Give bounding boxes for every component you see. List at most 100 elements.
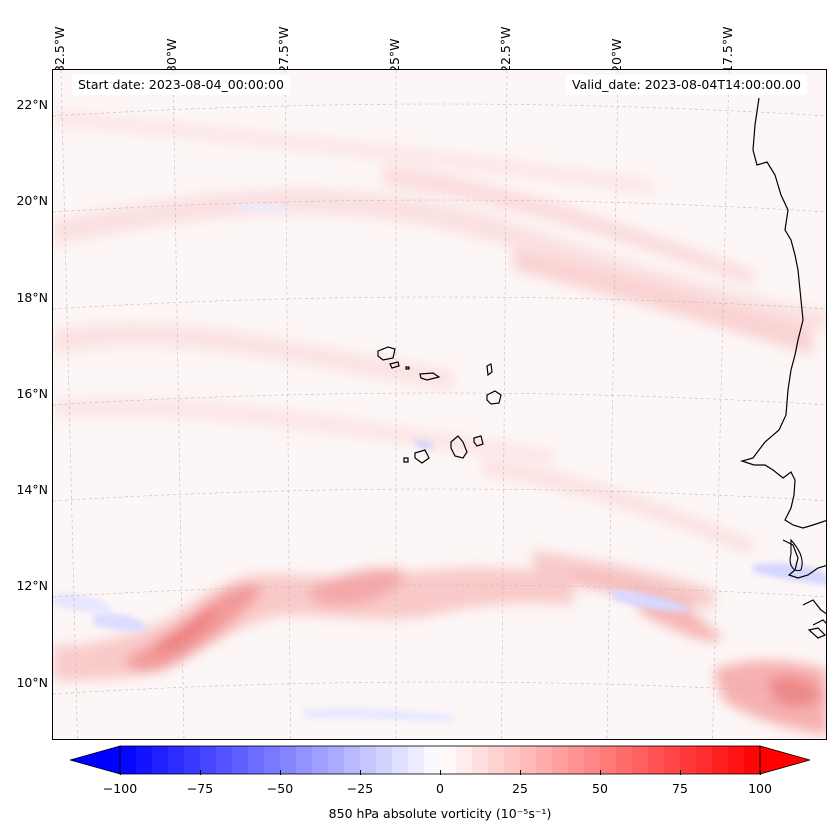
island-sao-vicente (389, 361, 400, 369)
colorbar-segment (568, 746, 585, 774)
colorbar-tick-mark (760, 770, 761, 775)
colorbar-tick-label: 25 (512, 781, 528, 796)
colorbar-segment (712, 746, 729, 774)
coastline-senegal-estuary (789, 538, 803, 572)
colorbar-segment (424, 746, 441, 774)
island-maio (473, 435, 484, 447)
island-sal (486, 363, 493, 377)
colorbar-tick-label: 100 (748, 781, 772, 796)
vorticity-belt-south (53, 550, 826, 735)
lon-tick-label: 20°W (609, 38, 624, 73)
colorbar-tick-mark (280, 770, 281, 775)
island-fogo (414, 449, 430, 464)
island-brava (403, 457, 409, 463)
colorbar-segment (520, 746, 537, 774)
colorbar-segment (408, 746, 425, 774)
colorbar-segment (728, 746, 745, 774)
colorbar-label: 850 hPa absolute vorticity (10⁻⁵s⁻¹) (328, 806, 552, 821)
meridian-line (501, 70, 508, 739)
colorbar-segment (136, 746, 153, 774)
colorbar-segment (376, 746, 393, 774)
lat-tick-label: 10°N (16, 675, 48, 690)
colorbar-tick-label: 75 (672, 781, 688, 796)
colorbar-tick-mark (440, 770, 441, 775)
colorbar-segment (552, 746, 569, 774)
parallel-line (53, 392, 826, 406)
lon-tick-label: 22.5°W (498, 26, 513, 73)
colorbar-segment (152, 746, 169, 774)
colorbar-segment (488, 746, 505, 774)
colorbar-segment (440, 746, 457, 774)
lon-tick-label: 17.5°W (720, 26, 735, 73)
start-date-label: Start date: 2023-08-04_00:00:00 (72, 75, 290, 95)
colorbar-segment (680, 746, 697, 774)
colorbar-segment (456, 746, 473, 774)
colorbar-segment (744, 746, 761, 774)
colorbar-tick-mark (600, 770, 601, 775)
colorbar-segment (600, 746, 617, 774)
colorbar-tick-mark (200, 770, 201, 775)
colorbar-extend-min (68, 745, 121, 775)
colorbar-segment (216, 746, 233, 774)
colorbar-segment (648, 746, 665, 774)
colorbar-segment (696, 746, 713, 774)
colorbar-segment (344, 746, 361, 774)
colorbar-tick-label: 50 (592, 781, 608, 796)
colorbar-segment (584, 746, 601, 774)
colorbar (68, 744, 812, 776)
lon-tick-label: 32.5°W (52, 26, 67, 73)
colorbar-tick-mark (120, 770, 121, 775)
colorbar-segment (264, 746, 281, 774)
lon-tick-label: 25°W (387, 38, 402, 73)
map-panel (52, 69, 827, 740)
colorbar-segment (312, 746, 329, 774)
colorbar-segment (616, 746, 633, 774)
colorbar-segment (664, 746, 681, 774)
meridian-line (712, 70, 730, 739)
colorbar-segment (248, 746, 265, 774)
colorbar-segment (168, 746, 185, 774)
colorbar-svg (68, 745, 812, 775)
meridian-line (284, 70, 291, 739)
lat-tick-label: 22°N (16, 97, 48, 112)
meridian-line (606, 70, 619, 739)
colorbar-segment (328, 746, 345, 774)
lat-tick-label: 14°N (16, 482, 48, 497)
parallel-line (53, 681, 826, 695)
island-sao-nicolau (419, 372, 441, 381)
parallel-line (53, 488, 826, 502)
colorbar-tick-label: −75 (186, 781, 214, 796)
meridian-line (172, 70, 185, 739)
valid-date-label: Valid_date: 2023-08-04T14:00:00.00 (565, 75, 807, 95)
lat-tick-label: 12°N (16, 578, 48, 593)
colorbar-segment (504, 746, 521, 774)
vorticity-map (53, 70, 826, 739)
island-santo-antao (377, 346, 396, 361)
valid-date-text: Valid_date: 2023-08-04T14:00:00.00 (571, 77, 801, 92)
colorbar-tick-label: 0 (436, 781, 444, 796)
island-santa-luzia (405, 366, 410, 370)
parallel-line (53, 584, 826, 598)
colorbar-segment (280, 746, 297, 774)
colorbar-segment (120, 746, 137, 774)
colorbar-tick-mark (360, 770, 361, 775)
lat-tick-label: 16°N (16, 386, 48, 401)
colorbar-tick-label: −25 (346, 781, 374, 796)
lon-tick-label: 30°W (164, 38, 179, 73)
colorbar-segment (536, 746, 553, 774)
island-boa-vista (486, 390, 502, 405)
graticule (53, 70, 826, 739)
colorbar-tick-label: −50 (266, 781, 294, 796)
colorbar-segment (296, 746, 313, 774)
colorbar-segment (632, 746, 649, 774)
island-santiago (450, 435, 468, 459)
parallel-line (53, 103, 826, 117)
parallel-line (53, 199, 826, 213)
lon-tick-label: 27.5°W (276, 26, 291, 73)
parallel-line (53, 296, 826, 310)
colorbar-segment (472, 746, 489, 774)
colorbar-tick-mark (680, 770, 681, 775)
cape-verde-islands (377, 346, 502, 464)
african-coastline (739, 97, 826, 639)
start-date-text: Start date: 2023-08-04_00:00:00 (78, 77, 284, 92)
